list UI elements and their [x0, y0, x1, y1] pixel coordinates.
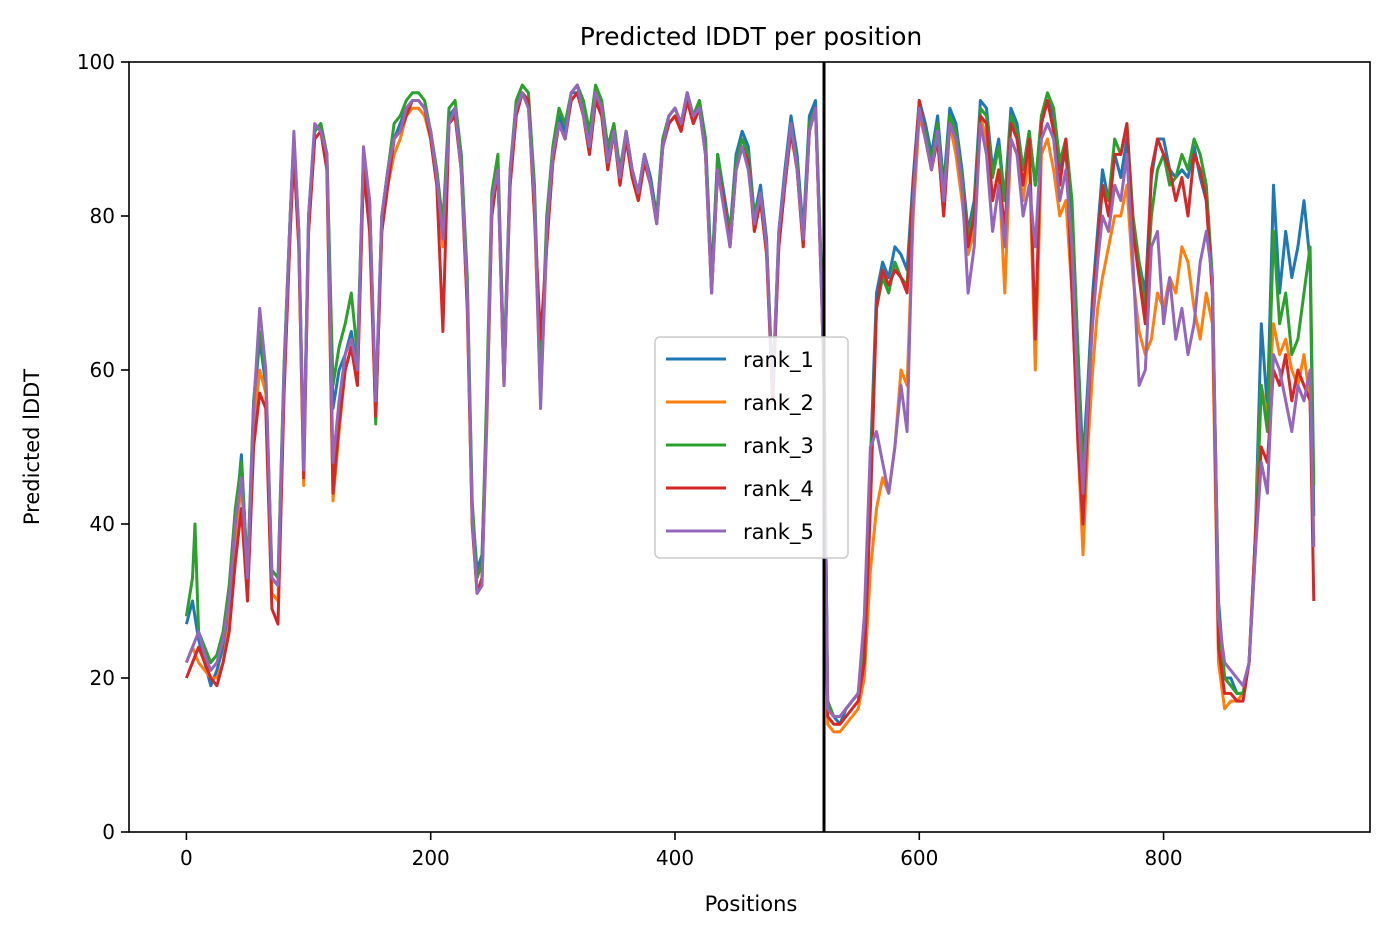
y-tick-label: 20 [90, 666, 115, 690]
x-tick-label: 400 [656, 846, 694, 870]
series-layer [184, 83, 1316, 734]
legend-label-rank-5: rank_5 [743, 520, 814, 545]
x-tick-label: 600 [900, 846, 938, 870]
y-tick-label: 40 [90, 512, 115, 536]
x-axis-label: Positions [705, 892, 798, 916]
plot-frame [128, 61, 1371, 833]
legend-box [654, 336, 849, 559]
y-tick-label: 80 [90, 204, 115, 228]
x-tick-label: 0 [180, 846, 193, 870]
x-tick-label: 200 [412, 846, 450, 870]
legend-label-rank-4: rank_4 [743, 477, 814, 502]
legend-label-rank-1: rank_1 [743, 348, 814, 373]
y-axis: 0 20 40 60 80 100 [77, 50, 129, 844]
legend: rank_1 rank_2 rank_3 rank_4 rank_5 [654, 336, 849, 559]
series-line-rank-5 [185, 83, 1316, 718]
legend-label-rank-3: rank_3 [743, 434, 814, 459]
y-tick-label: 0 [102, 820, 115, 844]
y-tick-label: 100 [77, 50, 115, 74]
x-axis: 0 200 400 600 800 [180, 832, 1183, 870]
y-axis-label: Predicted lDDT [20, 369, 44, 525]
legend-label-rank-2: rank_2 [743, 391, 814, 416]
y-tick-label: 60 [90, 358, 115, 382]
chart-title: Predicted lDDT per position [580, 22, 922, 51]
x-tick-label: 800 [1144, 846, 1182, 870]
